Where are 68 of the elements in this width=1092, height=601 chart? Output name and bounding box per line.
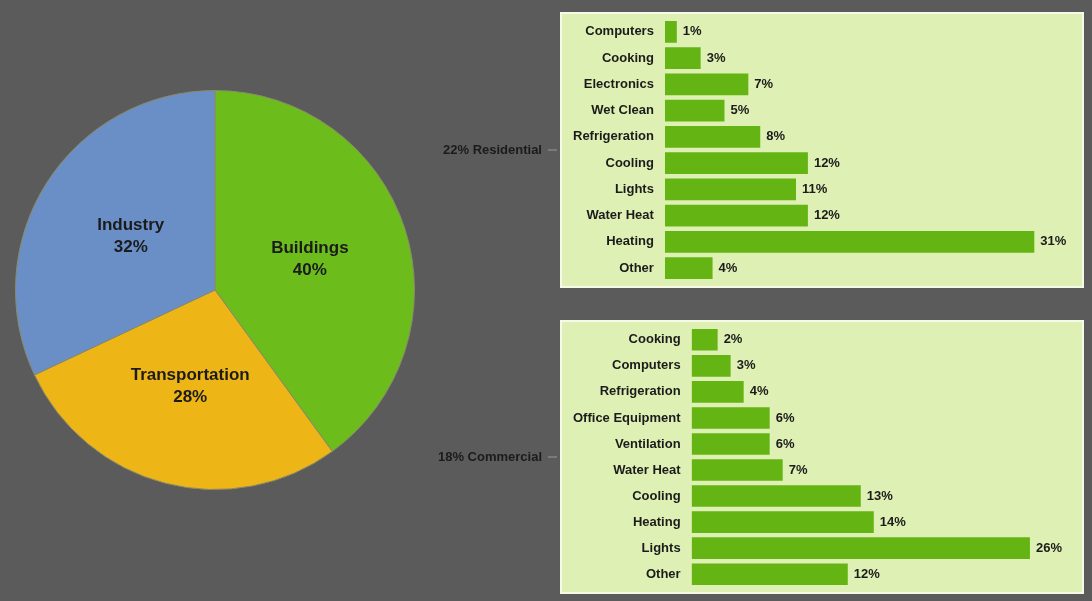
y-tick-label: Water Heat xyxy=(613,461,682,477)
slice-label: Buildings xyxy=(271,237,349,257)
bar xyxy=(664,73,749,96)
bar xyxy=(664,47,701,70)
y-axis-title: 22% Residential xyxy=(443,141,542,157)
bar xyxy=(664,99,725,122)
y-tick-label: Refrigeration xyxy=(572,128,654,144)
y-tick-label: Cooking xyxy=(628,331,681,347)
y-tick-label: Refrigeration xyxy=(599,383,681,399)
bar xyxy=(664,126,761,148)
y-tick-label: Electronics xyxy=(583,75,654,91)
bar xyxy=(691,511,874,533)
bar xyxy=(691,537,1030,559)
bar xyxy=(691,459,783,481)
bar xyxy=(664,257,713,279)
bar xyxy=(691,407,770,429)
y-tick-label: Lights xyxy=(614,180,654,196)
y-tick-label: Lights xyxy=(641,539,681,555)
bar xyxy=(691,433,770,455)
data-label: 6% xyxy=(775,435,795,451)
y-tick-label: Cooling xyxy=(632,487,681,503)
data-label: 5% xyxy=(730,102,750,118)
data-label: 12% xyxy=(813,154,841,170)
bar xyxy=(664,230,1035,253)
data-label: 4% xyxy=(718,259,738,275)
data-label: 8% xyxy=(766,128,786,144)
data-label: 4% xyxy=(749,383,769,399)
data-label: 11% xyxy=(801,180,828,196)
data-label: 26% xyxy=(1035,539,1063,555)
bar xyxy=(664,178,796,201)
y-tick-label: Computers xyxy=(611,357,681,373)
bar xyxy=(691,355,731,377)
data-label: 40% xyxy=(292,259,327,279)
slice-label: Transportation xyxy=(130,365,250,385)
bar xyxy=(691,563,848,585)
bar xyxy=(664,204,808,227)
y-tick-label: Ventilation xyxy=(614,435,681,451)
y-tick-label: Cooking xyxy=(601,49,654,65)
data-label: 6% xyxy=(775,409,795,425)
data-label: 2% xyxy=(723,331,743,347)
bar xyxy=(691,329,718,351)
data-label: 13% xyxy=(866,487,894,503)
slice-label: Industry xyxy=(97,215,165,235)
y-tick-label: Wet Clean xyxy=(591,102,654,118)
bar xyxy=(664,21,677,43)
y-tick-label: Other xyxy=(619,259,654,275)
bar xyxy=(691,381,744,403)
y-tick-label: Heating xyxy=(632,513,681,529)
data-label: 12% xyxy=(853,565,881,581)
y-tick-label: Computers xyxy=(585,23,654,39)
bar xyxy=(691,485,861,507)
data-label: 32% xyxy=(113,237,148,257)
y-axis-title: 18% Commercial xyxy=(437,448,542,464)
data-label: 31% xyxy=(1040,233,1067,249)
data-label: 3% xyxy=(736,357,756,373)
data-label: 12% xyxy=(813,207,841,223)
y-tick-label: Cooling xyxy=(605,154,654,170)
data-label: 7% xyxy=(788,461,808,477)
data-label: 14% xyxy=(879,513,907,529)
y-tick-label: Water Heat xyxy=(586,207,655,223)
y-tick-label: Office Equipment xyxy=(572,409,682,425)
y-tick-label: Other xyxy=(645,565,681,581)
data-label: 3% xyxy=(706,49,726,65)
bar xyxy=(664,152,808,174)
data-label: 7% xyxy=(754,75,774,91)
data-label: 28% xyxy=(173,387,208,407)
y-tick-label: Heating xyxy=(606,233,654,249)
data-label: 1% xyxy=(682,23,703,39)
